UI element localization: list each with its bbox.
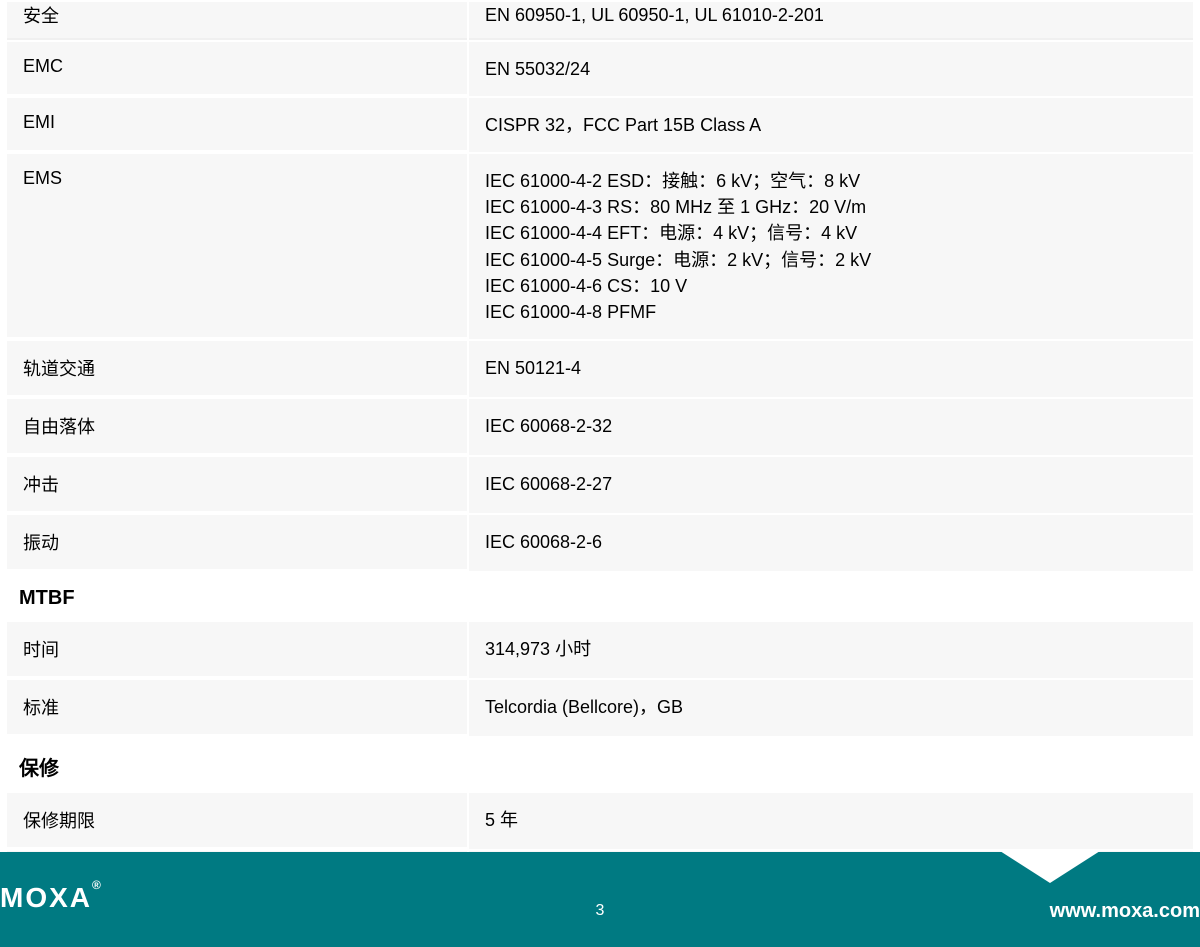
table-row: EMICISPR 32，FCC Part 15B Class A bbox=[7, 98, 1193, 152]
spec-label: EMS bbox=[7, 154, 467, 339]
spec-label: 自由落体 bbox=[7, 399, 467, 455]
table-row: 振动IEC 60068-2-6 bbox=[7, 515, 1193, 571]
section-header: MTBF bbox=[7, 573, 1193, 620]
spec-value: 314,973 小时 bbox=[469, 622, 1193, 678]
spec-value: CISPR 32，FCC Part 15B Class A bbox=[469, 98, 1193, 152]
footer-url: www.moxa.com bbox=[1050, 900, 1200, 923]
table-row: 自由落体IEC 60068-2-32 bbox=[7, 399, 1193, 455]
section-header: 保修 bbox=[7, 738, 1193, 791]
spec-label: 时间 bbox=[7, 622, 467, 678]
spec-value: EN 60950-1, UL 60950-1, UL 61010-2-201 bbox=[469, 2, 1193, 40]
footer-page-number: 3 bbox=[596, 902, 605, 920]
spec-value: IEC 61000-4-2 ESD：接触：6 kV；空气：8 kV IEC 61… bbox=[469, 154, 1193, 339]
footer-logo: MOXA® bbox=[0, 882, 101, 914]
spec-label: 保修期限 bbox=[7, 793, 467, 849]
spec-label: 标准 bbox=[7, 680, 467, 736]
spec-table: 安全EN 60950-1, UL 60950-1, UL 61010-2-201… bbox=[5, 0, 1195, 909]
table-row: EMCEN 55032/24 bbox=[7, 42, 1193, 96]
spec-value: EN 50121-4 bbox=[469, 341, 1193, 397]
table-row: 标准Telcordia (Bellcore)，GB bbox=[7, 680, 1193, 736]
footer-logo-text: MOXA bbox=[0, 882, 92, 913]
spec-table-body: 安全EN 60950-1, UL 60950-1, UL 61010-2-201… bbox=[7, 2, 1193, 907]
table-row: 时间314,973 小时 bbox=[7, 622, 1193, 678]
table-row: 冲击IEC 60068-2-27 bbox=[7, 457, 1193, 513]
spec-label: EMC bbox=[7, 42, 467, 96]
page-footer: MOXA® 3 www.moxa.com bbox=[0, 852, 1200, 947]
footer-notch bbox=[1000, 851, 1100, 883]
spec-value: Telcordia (Bellcore)，GB bbox=[469, 680, 1193, 736]
spec-label: 轨道交通 bbox=[7, 341, 467, 397]
table-row: EMSIEC 61000-4-2 ESD：接触：6 kV；空气：8 kV IEC… bbox=[7, 154, 1193, 339]
table-row: 轨道交通EN 50121-4 bbox=[7, 341, 1193, 397]
table-row: 安全EN 60950-1, UL 60950-1, UL 61010-2-201 bbox=[7, 2, 1193, 40]
spec-value: EN 55032/24 bbox=[469, 42, 1193, 96]
spec-value: IEC 60068-2-32 bbox=[469, 399, 1193, 455]
spec-value: IEC 60068-2-27 bbox=[469, 457, 1193, 513]
spec-label: 振动 bbox=[7, 515, 467, 571]
table-row: 保修期限5 年 bbox=[7, 793, 1193, 849]
section-header-row: MTBF bbox=[7, 573, 1193, 620]
footer-logo-reg: ® bbox=[92, 878, 101, 892]
spec-label: EMI bbox=[7, 98, 467, 152]
footer-background: MOXA® 3 www.moxa.com bbox=[0, 852, 1200, 947]
spec-value: 5 年 bbox=[469, 793, 1193, 849]
spec-label: 安全 bbox=[7, 2, 467, 40]
spec-value: IEC 60068-2-6 bbox=[469, 515, 1193, 571]
spec-label: 冲击 bbox=[7, 457, 467, 513]
section-header-row: 保修 bbox=[7, 738, 1193, 791]
spec-content: 安全EN 60950-1, UL 60950-1, UL 61010-2-201… bbox=[0, 0, 1200, 909]
